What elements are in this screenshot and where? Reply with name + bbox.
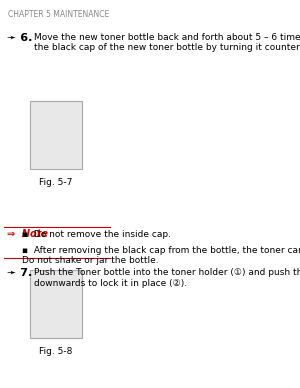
Text: Move the new toner bottle back and forth about 5 – 6 times (①) and remove
the bl: Move the new toner bottle back and forth… bbox=[34, 33, 300, 52]
Text: CHAPTER 5 MAINTENANCE: CHAPTER 5 MAINTENANCE bbox=[8, 10, 110, 19]
Text: ▪  Do not remove the inside cap.: ▪ Do not remove the inside cap. bbox=[22, 230, 171, 239]
Text: Fig. 5-7: Fig. 5-7 bbox=[39, 178, 73, 187]
FancyBboxPatch shape bbox=[30, 101, 82, 169]
Text: ➛ 7.: ➛ 7. bbox=[7, 268, 32, 279]
Text: Push the Toner bottle into the toner holder (①) and push the top of the bottle
d: Push the Toner bottle into the toner hol… bbox=[34, 268, 300, 288]
Text: Fig. 5-8: Fig. 5-8 bbox=[39, 347, 73, 356]
Text: ➛ 6.: ➛ 6. bbox=[7, 33, 32, 43]
FancyBboxPatch shape bbox=[30, 270, 82, 338]
Text: ▪  After removing the black cap from the bottle, the toner can scatter easily.
D: ▪ After removing the black cap from the … bbox=[22, 246, 300, 265]
Text: ⇒  Note: ⇒ Note bbox=[7, 229, 48, 239]
